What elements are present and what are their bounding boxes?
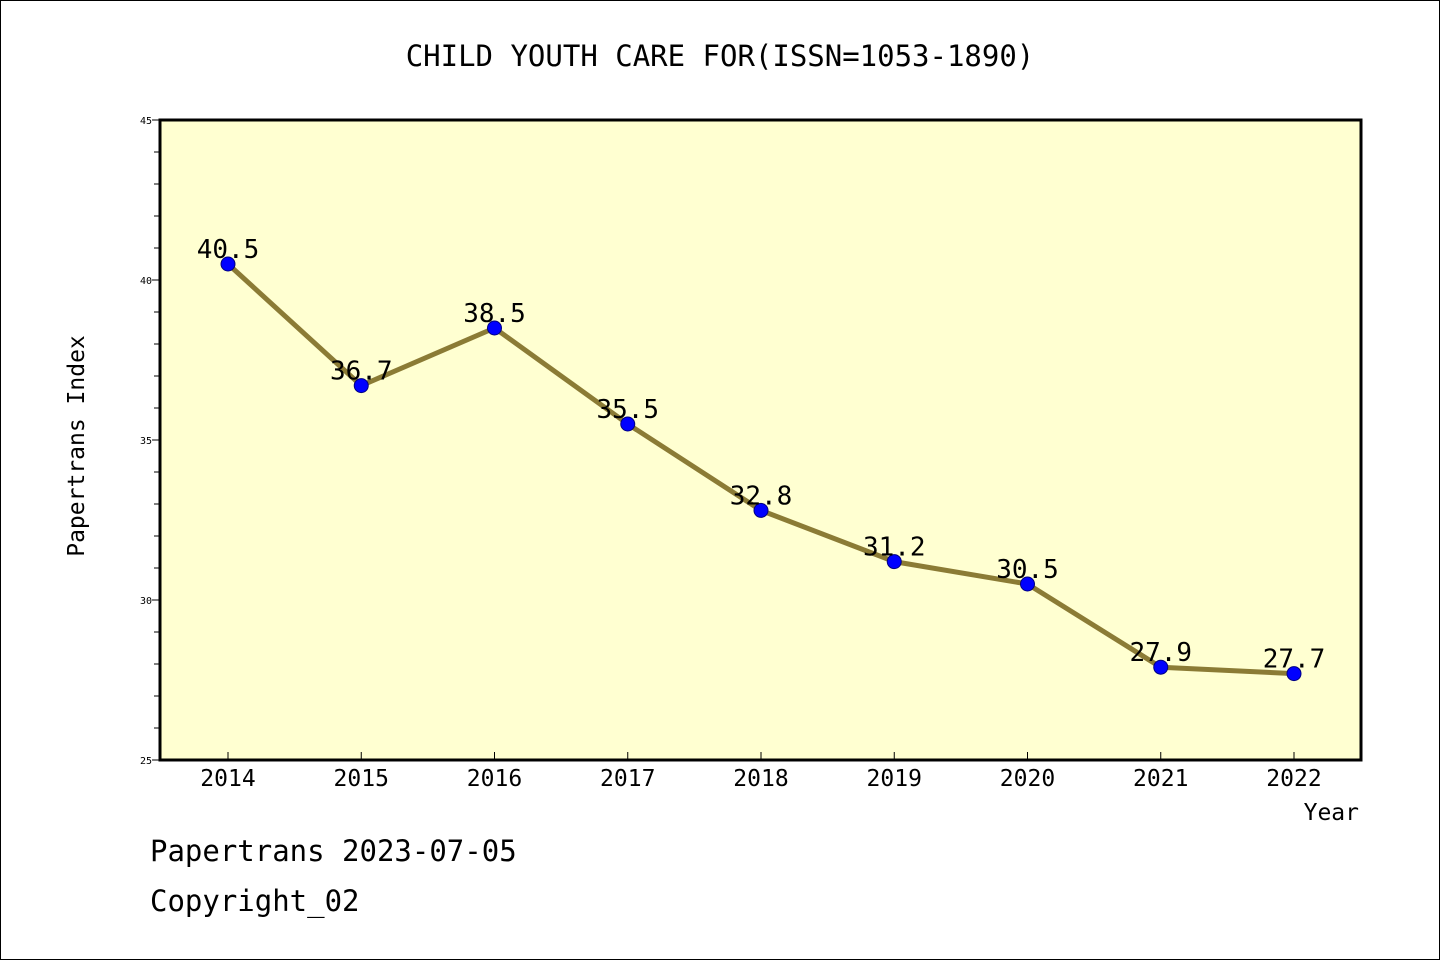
data-label: 32.8 <box>730 481 793 511</box>
footer-copyright: Copyright_02 <box>150 884 360 918</box>
data-label: 30.5 <box>996 555 1059 585</box>
y-axis-label: Papertrans Index <box>64 335 90 557</box>
data-label: 31.2 <box>863 533 926 563</box>
data-label: 38.5 <box>463 299 526 329</box>
data-point <box>620 416 636 432</box>
data-label: 27.7 <box>1263 645 1326 675</box>
x-axis-label: Year <box>1304 800 1359 826</box>
chart-title: CHILD YOUTH CARE FOR(ISSN=1053-1890) <box>406 39 1035 73</box>
data-point <box>353 378 369 394</box>
x-axis: 2014 2015 2016 2017 2018 2019 2020 2021 2022 <box>200 752 1322 792</box>
data-label: 35.5 <box>596 395 659 425</box>
x-tick-label: 2020 <box>1000 766 1055 792</box>
data-label: 27.9 <box>1129 638 1192 668</box>
y-axis: 25 30 35 40 45 <box>140 116 160 767</box>
y-tick-label: 35 <box>140 436 152 447</box>
x-tick-label: 2018 <box>733 766 788 792</box>
footer-date: Papertrans 2023-07-05 <box>150 834 517 868</box>
data-label: 40.5 <box>197 235 260 265</box>
data-point <box>886 554 902 570</box>
x-tick-label: 2016 <box>467 766 522 792</box>
data-point <box>1020 576 1035 592</box>
data-point <box>1286 666 1302 682</box>
series-layer: 40.5 36.7 38.5 35.5 32.8 31.2 30.5 27.9 27.7 <box>197 235 1326 682</box>
x-tick-label: 2017 <box>600 766 655 792</box>
x-tick-label: 2022 <box>1266 766 1321 792</box>
y-tick-label: 25 <box>140 756 152 767</box>
x-tick-label: 2015 <box>334 766 389 792</box>
data-point <box>753 502 769 518</box>
x-tick-label: 2019 <box>867 766 922 792</box>
data-point <box>487 320 502 336</box>
y-tick-label: 30 <box>140 596 152 607</box>
plot-area <box>158 118 1363 762</box>
y-tick-label: 45 <box>140 116 152 127</box>
y-tick-label: 40 <box>140 276 152 287</box>
data-point <box>1153 659 1169 675</box>
data-label: 36.7 <box>330 357 393 387</box>
x-tick-label: 2014 <box>200 766 255 792</box>
x-tick-label: 2021 <box>1133 766 1188 792</box>
data-point <box>220 256 236 272</box>
